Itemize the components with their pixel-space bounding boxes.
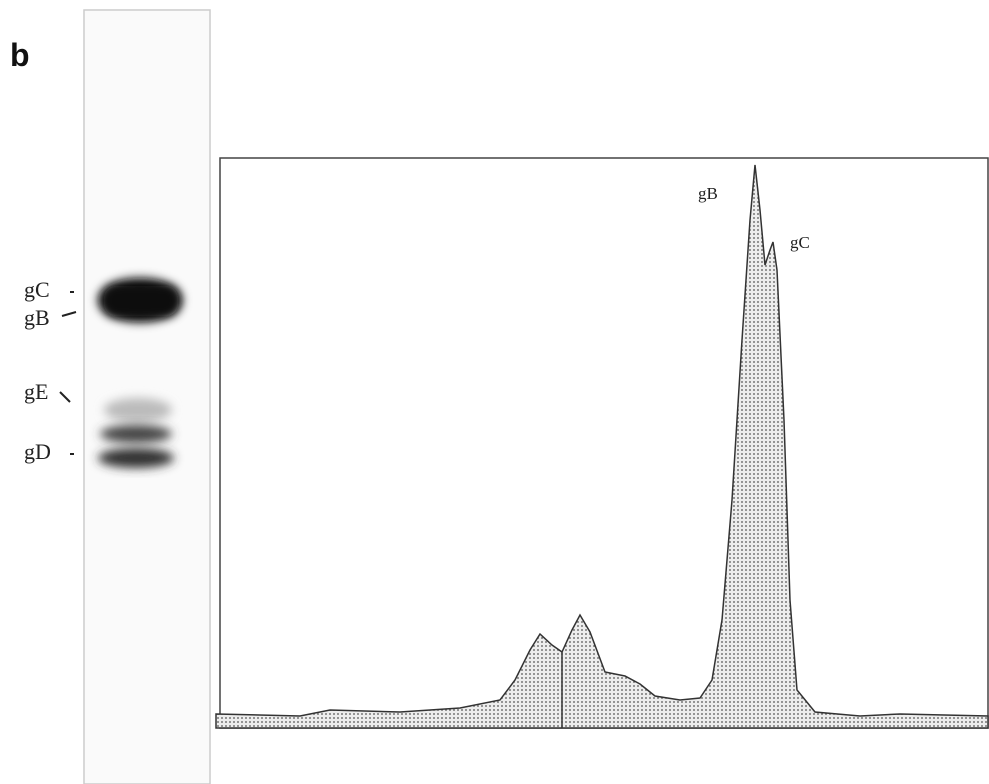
gel-label: gB — [24, 305, 50, 330]
peak-label: gC — [790, 233, 810, 252]
gel-label: gE — [24, 379, 48, 404]
label-leaders — [59, 291, 77, 455]
gel-label: gC — [24, 277, 50, 302]
peak-label: gB — [698, 184, 718, 203]
gel-lane — [83, 9, 211, 784]
panel-label: b — [10, 37, 30, 73]
gel-label: gD — [24, 439, 51, 464]
densitometry-trace — [215, 157, 989, 729]
